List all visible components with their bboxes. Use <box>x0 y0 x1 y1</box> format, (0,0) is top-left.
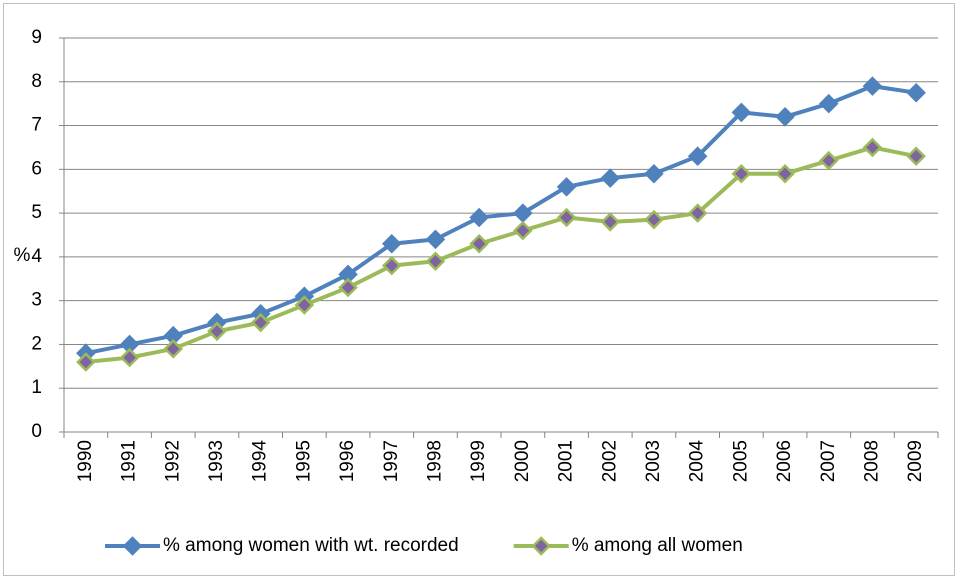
y-tick-label: 9 <box>31 27 42 48</box>
data-point <box>381 255 402 276</box>
data-point <box>687 146 708 166</box>
data-point <box>906 82 926 103</box>
data-point <box>818 150 839 171</box>
x-tick-label: 1999 <box>468 440 489 482</box>
x-tick-label: 2008 <box>861 440 882 482</box>
data-point <box>381 233 402 254</box>
data-point <box>294 295 315 315</box>
x-tick-label: 1993 <box>206 440 227 482</box>
y-tick-label: 6 <box>31 158 42 179</box>
legend-label: % among women with wt. recorded <box>163 535 459 556</box>
data-point <box>600 168 621 188</box>
data-point <box>469 233 489 254</box>
x-tick-label: 2002 <box>599 440 620 482</box>
data-point <box>906 146 926 166</box>
data-point <box>775 163 795 184</box>
data-point <box>425 229 446 250</box>
y-tick-label: 2 <box>31 333 42 354</box>
x-tick-label: 2004 <box>687 440 708 483</box>
y-tick-label: 3 <box>31 290 42 311</box>
data-point <box>338 277 358 298</box>
data-point <box>250 312 271 333</box>
data-point <box>556 177 577 197</box>
x-tick-label: 1995 <box>293 440 314 482</box>
data-point <box>119 347 140 368</box>
data-point <box>556 207 577 228</box>
x-tick-label: 1994 <box>250 440 271 483</box>
x-tick-label: 1990 <box>75 440 96 482</box>
y-tick-label: 4 <box>31 246 42 267</box>
x-tick-label: 2003 <box>643 440 664 482</box>
x-tick-label: 1998 <box>424 440 445 482</box>
y-tick-label: 1 <box>31 377 42 398</box>
data-point <box>513 220 533 241</box>
data-point <box>731 163 752 184</box>
data-point <box>469 207 489 228</box>
data-point <box>862 76 883 96</box>
data-point <box>862 137 883 158</box>
x-tick-label: 2000 <box>512 440 533 482</box>
x-tick-label: 2005 <box>730 440 751 482</box>
data-point <box>644 209 664 230</box>
data-point <box>207 321 227 342</box>
legend-label: % among all women <box>572 535 743 556</box>
y-tick-label: 5 <box>31 202 42 223</box>
x-tick-label: 2009 <box>905 440 926 482</box>
legend-marker <box>122 536 143 556</box>
data-point <box>818 93 839 114</box>
x-tick-label: 2001 <box>556 440 577 482</box>
y-axis-label: % <box>14 245 31 266</box>
chart-frame <box>3 3 955 576</box>
x-tick-label: 1996 <box>337 440 358 482</box>
data-point <box>644 163 664 184</box>
data-point <box>775 107 795 127</box>
data-point <box>76 352 96 372</box>
data-point <box>425 251 446 272</box>
data-point <box>163 339 184 359</box>
y-tick-label: 0 <box>31 421 42 442</box>
x-tick-label: 2007 <box>818 440 839 482</box>
x-tick-label: 1997 <box>381 440 402 482</box>
data-point <box>731 102 752 123</box>
legend-marker <box>531 536 551 556</box>
data-point <box>687 203 708 223</box>
x-tick-label: 1991 <box>119 440 140 482</box>
x-tick-label: 1992 <box>162 440 183 482</box>
x-tick-label: 2006 <box>774 440 795 482</box>
data-point <box>600 212 621 232</box>
y-tick-label: 8 <box>31 71 42 92</box>
y-tick-label: 7 <box>31 115 42 136</box>
